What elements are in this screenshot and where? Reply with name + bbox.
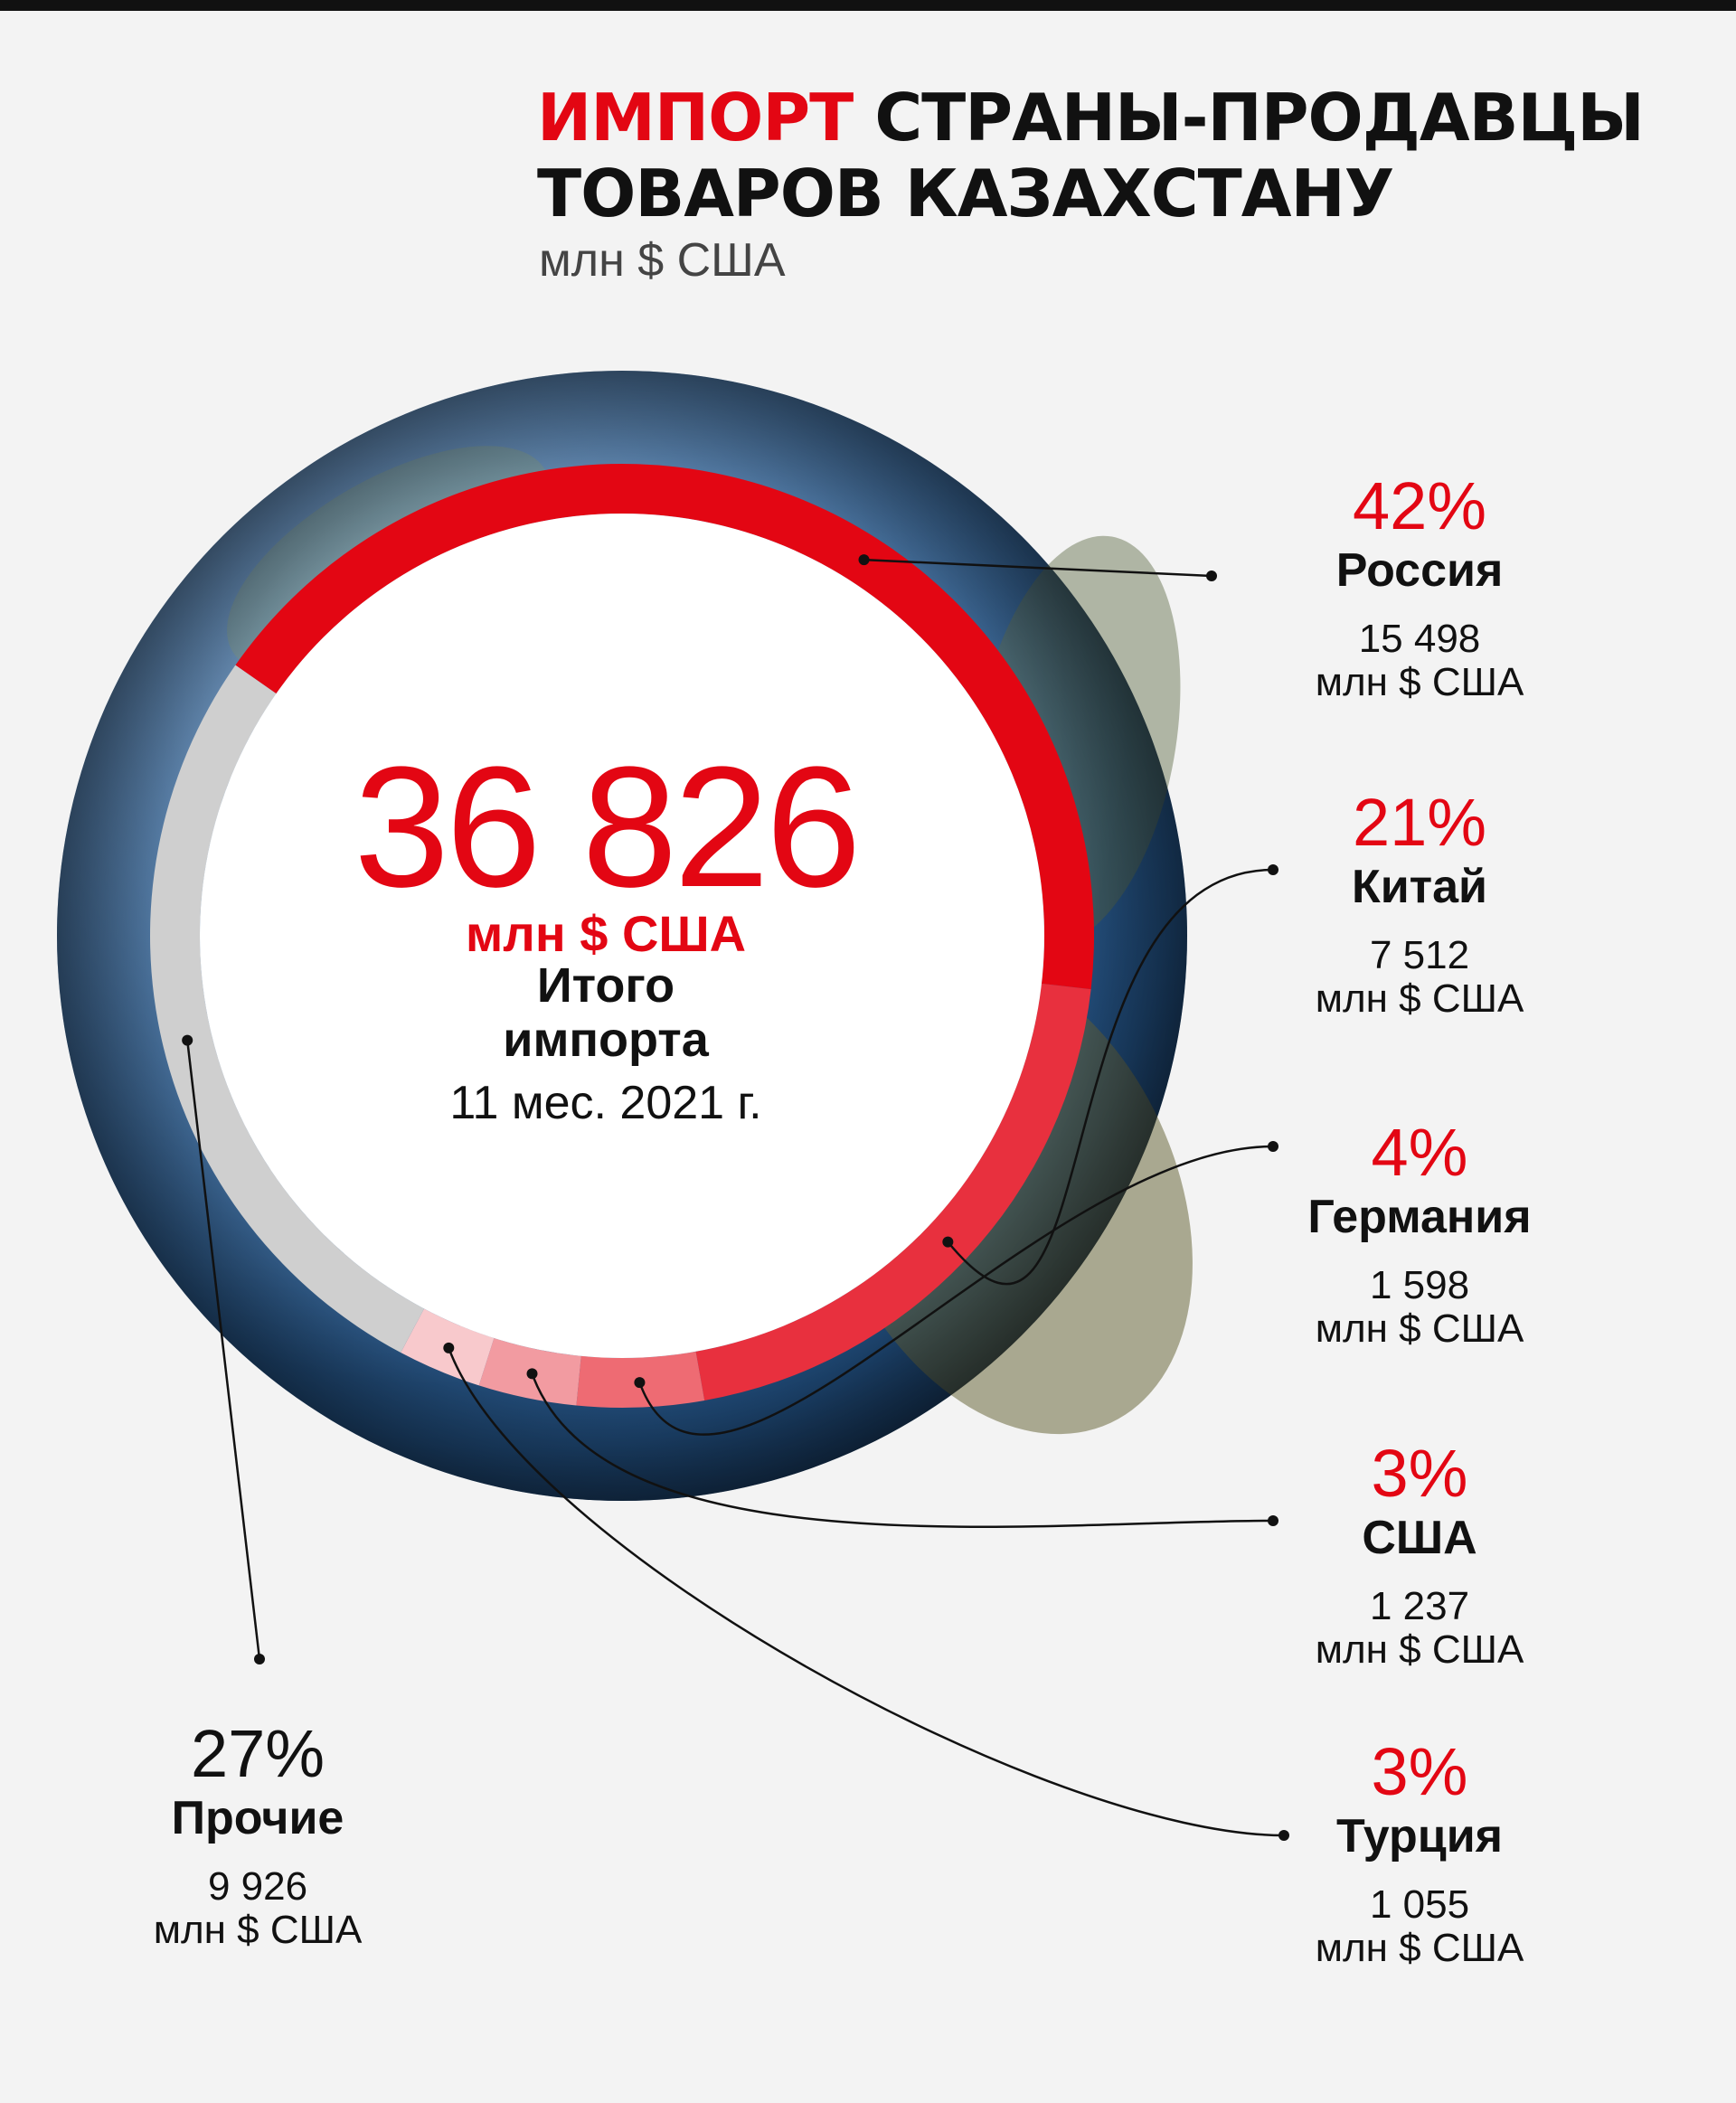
total-label: Итого импорта: [289, 958, 922, 1067]
period-label: 11 мес. 2021 г.: [449, 1077, 762, 1129]
label-germany: 4% Германия 1 598 млн $ США: [1230, 1117, 1609, 1352]
percent-label: 3%: [1371, 1734, 1468, 1809]
label-russia: 42% Россия 15 498 млн $ США: [1230, 470, 1609, 705]
percent-label: 4%: [1371, 1115, 1468, 1190]
slice-5: [149, 665, 424, 1353]
percent-label: 42%: [1352, 468, 1487, 543]
leader-dot-2-0: [634, 1377, 646, 1389]
top-bar: [0, 0, 1736, 11]
percent-label: 27%: [190, 1716, 326, 1791]
slice-0: [235, 464, 1094, 990]
value-label: 1 237: [1369, 1584, 1470, 1628]
leader-dot-4-1: [1278, 1830, 1289, 1841]
leader-line-3: [531, 1372, 1274, 1528]
leader-dot-1-1: [1268, 864, 1278, 875]
leader-dot-4-0: [443, 1342, 455, 1353]
leader-dot-0-1: [1206, 571, 1217, 581]
country-name: Турция: [1335, 1810, 1504, 1863]
total-label-line-1: Итого: [536, 958, 675, 1013]
unit-label: млн $ США: [153, 1908, 363, 1952]
leader-line-2: [638, 1145, 1274, 1436]
percent-label: 3%: [1371, 1436, 1468, 1511]
leader-dot-5-0: [182, 1034, 193, 1046]
total-label-line-2: импорта: [503, 1013, 709, 1067]
percent-label: 21%: [1352, 785, 1487, 860]
donut-slices: [149, 464, 1094, 1408]
label-china: 21% Китай 7 512 млн $ США: [1230, 787, 1609, 1022]
title-accent: ИМПОРТ: [537, 80, 854, 156]
leader-dot-3-1: [1268, 1515, 1278, 1526]
unit-label: млн $ США: [1315, 660, 1524, 704]
page-title: ИМПОРТ СТРАНЫ-ПРОДАВЦЫ ТОВАРОВ КАЗАХСТАН…: [537, 80, 1712, 231]
title-line-1: ИМПОРТ СТРАНЫ-ПРОДАВЦЫ: [537, 80, 1712, 156]
leader-dot-5-1: [254, 1654, 265, 1664]
value-label: 7 512: [1369, 933, 1470, 977]
unit-label: млн $ США: [1315, 1627, 1524, 1672]
leader-dot-1-0: [942, 1236, 954, 1248]
label-usa: 3% США 1 237 млн $ США: [1230, 1438, 1609, 1673]
title-line-2: ТОВАРОВ КАЗАХСТАНУ: [537, 156, 1394, 231]
total-value: 36 826: [354, 731, 861, 923]
leader-dot-3-0: [526, 1368, 538, 1380]
value-label: 1 598: [1369, 1263, 1470, 1307]
unit-label: млн $ США: [1315, 976, 1524, 1021]
value-label: 15 498: [1358, 617, 1481, 661]
slice-1: [695, 983, 1091, 1400]
country-name: Германия: [1307, 1191, 1532, 1243]
title-line-1-rest: СТРАНЫ-ПРОДАВЦЫ: [874, 80, 1645, 156]
label-turkey: 3% Турция 1 055 млн $ США: [1230, 1736, 1609, 1971]
value-label: 9 926: [207, 1864, 308, 1909]
value-label: 1 055: [1369, 1882, 1470, 1927]
page-subtitle: млн $ США: [539, 234, 786, 287]
leader-line-1: [947, 868, 1274, 1286]
leader-line-0: [863, 558, 1212, 578]
leader-dot-2-1: [1268, 1141, 1278, 1152]
leader-line-4: [448, 1347, 1285, 1837]
country-name: Китай: [1351, 861, 1488, 913]
donut-hole: [200, 514, 1044, 1358]
country-name: США: [1362, 1512, 1477, 1564]
unit-label: млн $ США: [1315, 1926, 1524, 1970]
leader-dot-0-0: [858, 554, 870, 566]
label-other: 27% Прочие 9 926 млн $ США: [68, 1718, 448, 1953]
country-name: Россия: [1335, 544, 1504, 597]
leader-lines: [182, 554, 1289, 1841]
unit-label: млн $ США: [1315, 1306, 1524, 1351]
leader-line-5: [185, 1040, 261, 1660]
total-unit: млн $ США: [465, 905, 747, 962]
country-name: Прочие: [171, 1792, 344, 1844]
